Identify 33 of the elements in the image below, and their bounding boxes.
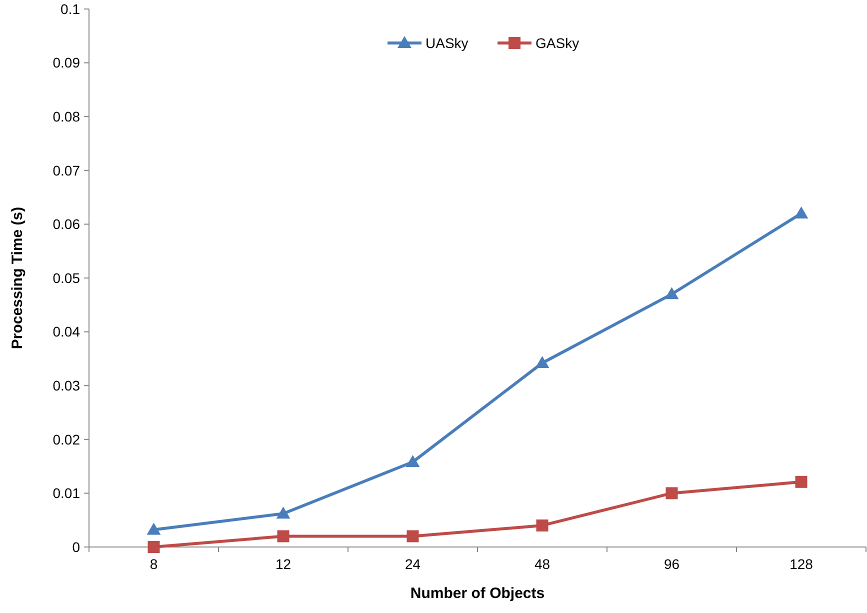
- x-axis-title: Number of Objects: [410, 585, 545, 602]
- y-tick-label: 0.09: [52, 54, 80, 71]
- y-tick-label: 0.06: [52, 216, 80, 232]
- y-tick-label: 0.04: [52, 324, 80, 340]
- point: [277, 530, 290, 542]
- y-tick-label: 0.08: [52, 108, 80, 124]
- x-tick-label: 12: [275, 556, 292, 572]
- point: [276, 506, 290, 519]
- point: [146, 522, 161, 535]
- legend-label: GASky: [536, 35, 580, 51]
- point: [406, 530, 419, 542]
- point: [794, 206, 808, 218]
- point: [406, 454, 420, 467]
- point: [666, 487, 678, 500]
- point: [664, 287, 679, 300]
- y-tick-label: 0.07: [52, 162, 80, 178]
- x-tick-label: 24: [404, 556, 421, 572]
- y-tick-label: 0: [72, 538, 80, 555]
- y-tick-label: 0.01: [52, 485, 80, 502]
- y-tick-label: 0.1: [60, 0, 80, 17]
- x-tick-label: 48: [534, 556, 550, 572]
- legend-label: UASky: [426, 35, 468, 51]
- point: [536, 519, 548, 532]
- point: [795, 476, 808, 488]
- x-tick-label: 8: [150, 556, 158, 572]
- y-tick-label: 0.05: [52, 270, 80, 286]
- point: [535, 356, 550, 368]
- y-axis-title: Processing Time (s): [9, 206, 26, 350]
- y-tick-label: 0.03: [52, 378, 80, 394]
- y-tick-label: 0.02: [52, 431, 80, 448]
- x-tick-label: 128: [790, 556, 814, 572]
- point: [148, 541, 160, 553]
- x-tick-label: 96: [664, 556, 680, 572]
